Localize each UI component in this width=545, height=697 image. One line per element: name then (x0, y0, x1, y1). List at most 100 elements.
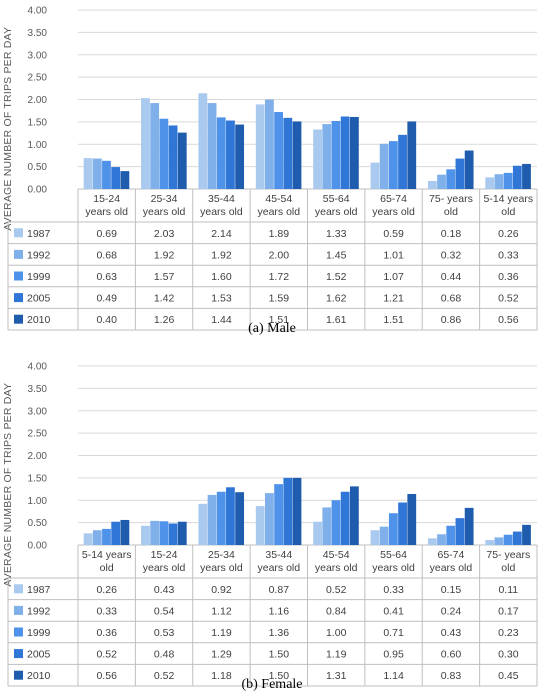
table-cell: 0.33 (383, 584, 404, 596)
table-cell: 0.52 (498, 293, 519, 305)
bar-2005 (340, 116, 350, 189)
category-label: 25-34 (151, 193, 178, 205)
bar-2005 (455, 518, 465, 545)
bar-2005 (455, 158, 465, 189)
table-cell: 0.92 (211, 584, 232, 596)
bar-2010 (522, 524, 531, 545)
bar-2010 (522, 163, 531, 189)
table-cell: 0.59 (383, 228, 404, 240)
category-label: 65-74 (380, 193, 407, 205)
legend-swatch-1999 (14, 627, 23, 637)
y-tick-label: 1.50 (28, 117, 48, 128)
bar-2005 (168, 523, 178, 545)
bar-2005 (398, 502, 407, 545)
bar-1987 (313, 129, 322, 189)
bar-1992 (265, 493, 274, 545)
bar-1992 (322, 507, 332, 545)
legend-swatch-1987 (14, 228, 23, 238)
table-cell: 0.23 (498, 627, 519, 639)
table-cell: 0.86 (441, 314, 462, 326)
y-tick-label: 4.00 (28, 362, 48, 373)
bar-1987 (313, 521, 322, 545)
bar-1992 (207, 103, 217, 189)
bar-1992 (322, 124, 332, 189)
bar-2005 (340, 491, 350, 545)
legend-label: 1999 (27, 271, 51, 283)
table-cell: 0.56 (96, 670, 117, 682)
category-label: years old (315, 206, 358, 218)
bar-1999 (446, 169, 456, 189)
table-cell: 1.31 (326, 670, 347, 682)
bar-2010 (464, 150, 474, 189)
bar-2005 (512, 531, 522, 545)
table-cell: 1.89 (269, 228, 290, 240)
table-cell: 1.62 (326, 293, 347, 305)
bar-1987 (198, 93, 208, 189)
table-cell: 1.92 (154, 249, 175, 261)
table-cell: 1.19 (326, 649, 347, 661)
table-cell: 1.42 (154, 293, 175, 305)
bar-1999 (216, 491, 226, 545)
caption: (a) Male (248, 321, 296, 336)
y-tick-label: 1.00 (28, 140, 48, 151)
table-cell: 0.41 (383, 605, 404, 617)
y-tick-label: 4.00 (28, 6, 48, 17)
table-cell: 0.15 (441, 584, 462, 596)
table-cell: 1.26 (154, 314, 175, 326)
legend-label: 1987 (27, 584, 51, 596)
legend-swatch-1999 (14, 271, 23, 281)
table-cell: 1.51 (269, 314, 290, 326)
table-cell: 1.19 (211, 627, 232, 639)
bar-1999 (102, 528, 111, 545)
table-cell: 0.53 (154, 627, 175, 639)
bar-1999 (388, 141, 398, 189)
y-tick-label: 0.50 (28, 162, 48, 173)
y-tick-label: 3.50 (28, 384, 48, 395)
bar-1987 (83, 158, 93, 189)
legend-swatch-2005 (14, 293, 23, 303)
table-cell: 0.45 (498, 670, 519, 682)
bar-2005 (512, 165, 522, 189)
legend-label: 1992 (27, 605, 51, 617)
table-cell: 0.52 (154, 670, 175, 682)
bar-1999 (503, 172, 513, 189)
legend-label: 2010 (27, 670, 51, 682)
category-label: 75- years (429, 193, 473, 205)
legend-swatch-1987 (14, 584, 23, 594)
bar-2005 (111, 521, 121, 545)
category-label: years old (85, 206, 128, 218)
y-tick-label: 2.00 (28, 95, 48, 106)
table-cell: 0.43 (441, 627, 462, 639)
category-label: years old (430, 562, 473, 574)
table-cell: 1.12 (211, 605, 232, 617)
table-cell: 1.07 (383, 271, 404, 283)
bar-1987 (255, 506, 265, 545)
bar-2005 (111, 167, 121, 189)
table-cell: 0.11 (498, 584, 518, 596)
bar-1992 (379, 526, 389, 545)
y-axis-title: AVERAGE NUMBER OF TRIPS PER DAY (2, 27, 14, 231)
bar-1987 (370, 162, 380, 189)
table-cell: 1.51 (383, 314, 404, 326)
legend-swatch-2005 (14, 649, 23, 659)
category-label: years old (258, 562, 301, 574)
bar-1999 (159, 118, 169, 189)
bar-1992 (494, 537, 504, 545)
table-cell: 1.21 (383, 293, 404, 305)
table-cell: 2.14 (211, 228, 232, 240)
table-cell: 1.92 (211, 249, 232, 261)
bar-1999 (331, 500, 341, 545)
legend-label: 1987 (27, 228, 51, 240)
category-label: years old (258, 206, 301, 218)
table-cell: 1.52 (326, 271, 347, 283)
category-label: 45-54 (265, 193, 292, 205)
y-tick-label: 1.50 (28, 473, 48, 484)
table-cell: 1.18 (211, 670, 232, 682)
bar-1999 (331, 120, 341, 189)
table-cell: 0.43 (154, 584, 175, 596)
category-label: old (100, 562, 114, 574)
category-label: 75- years (486, 549, 530, 561)
table-cell: 1.53 (211, 293, 232, 305)
category-label: 25-34 (208, 549, 235, 561)
